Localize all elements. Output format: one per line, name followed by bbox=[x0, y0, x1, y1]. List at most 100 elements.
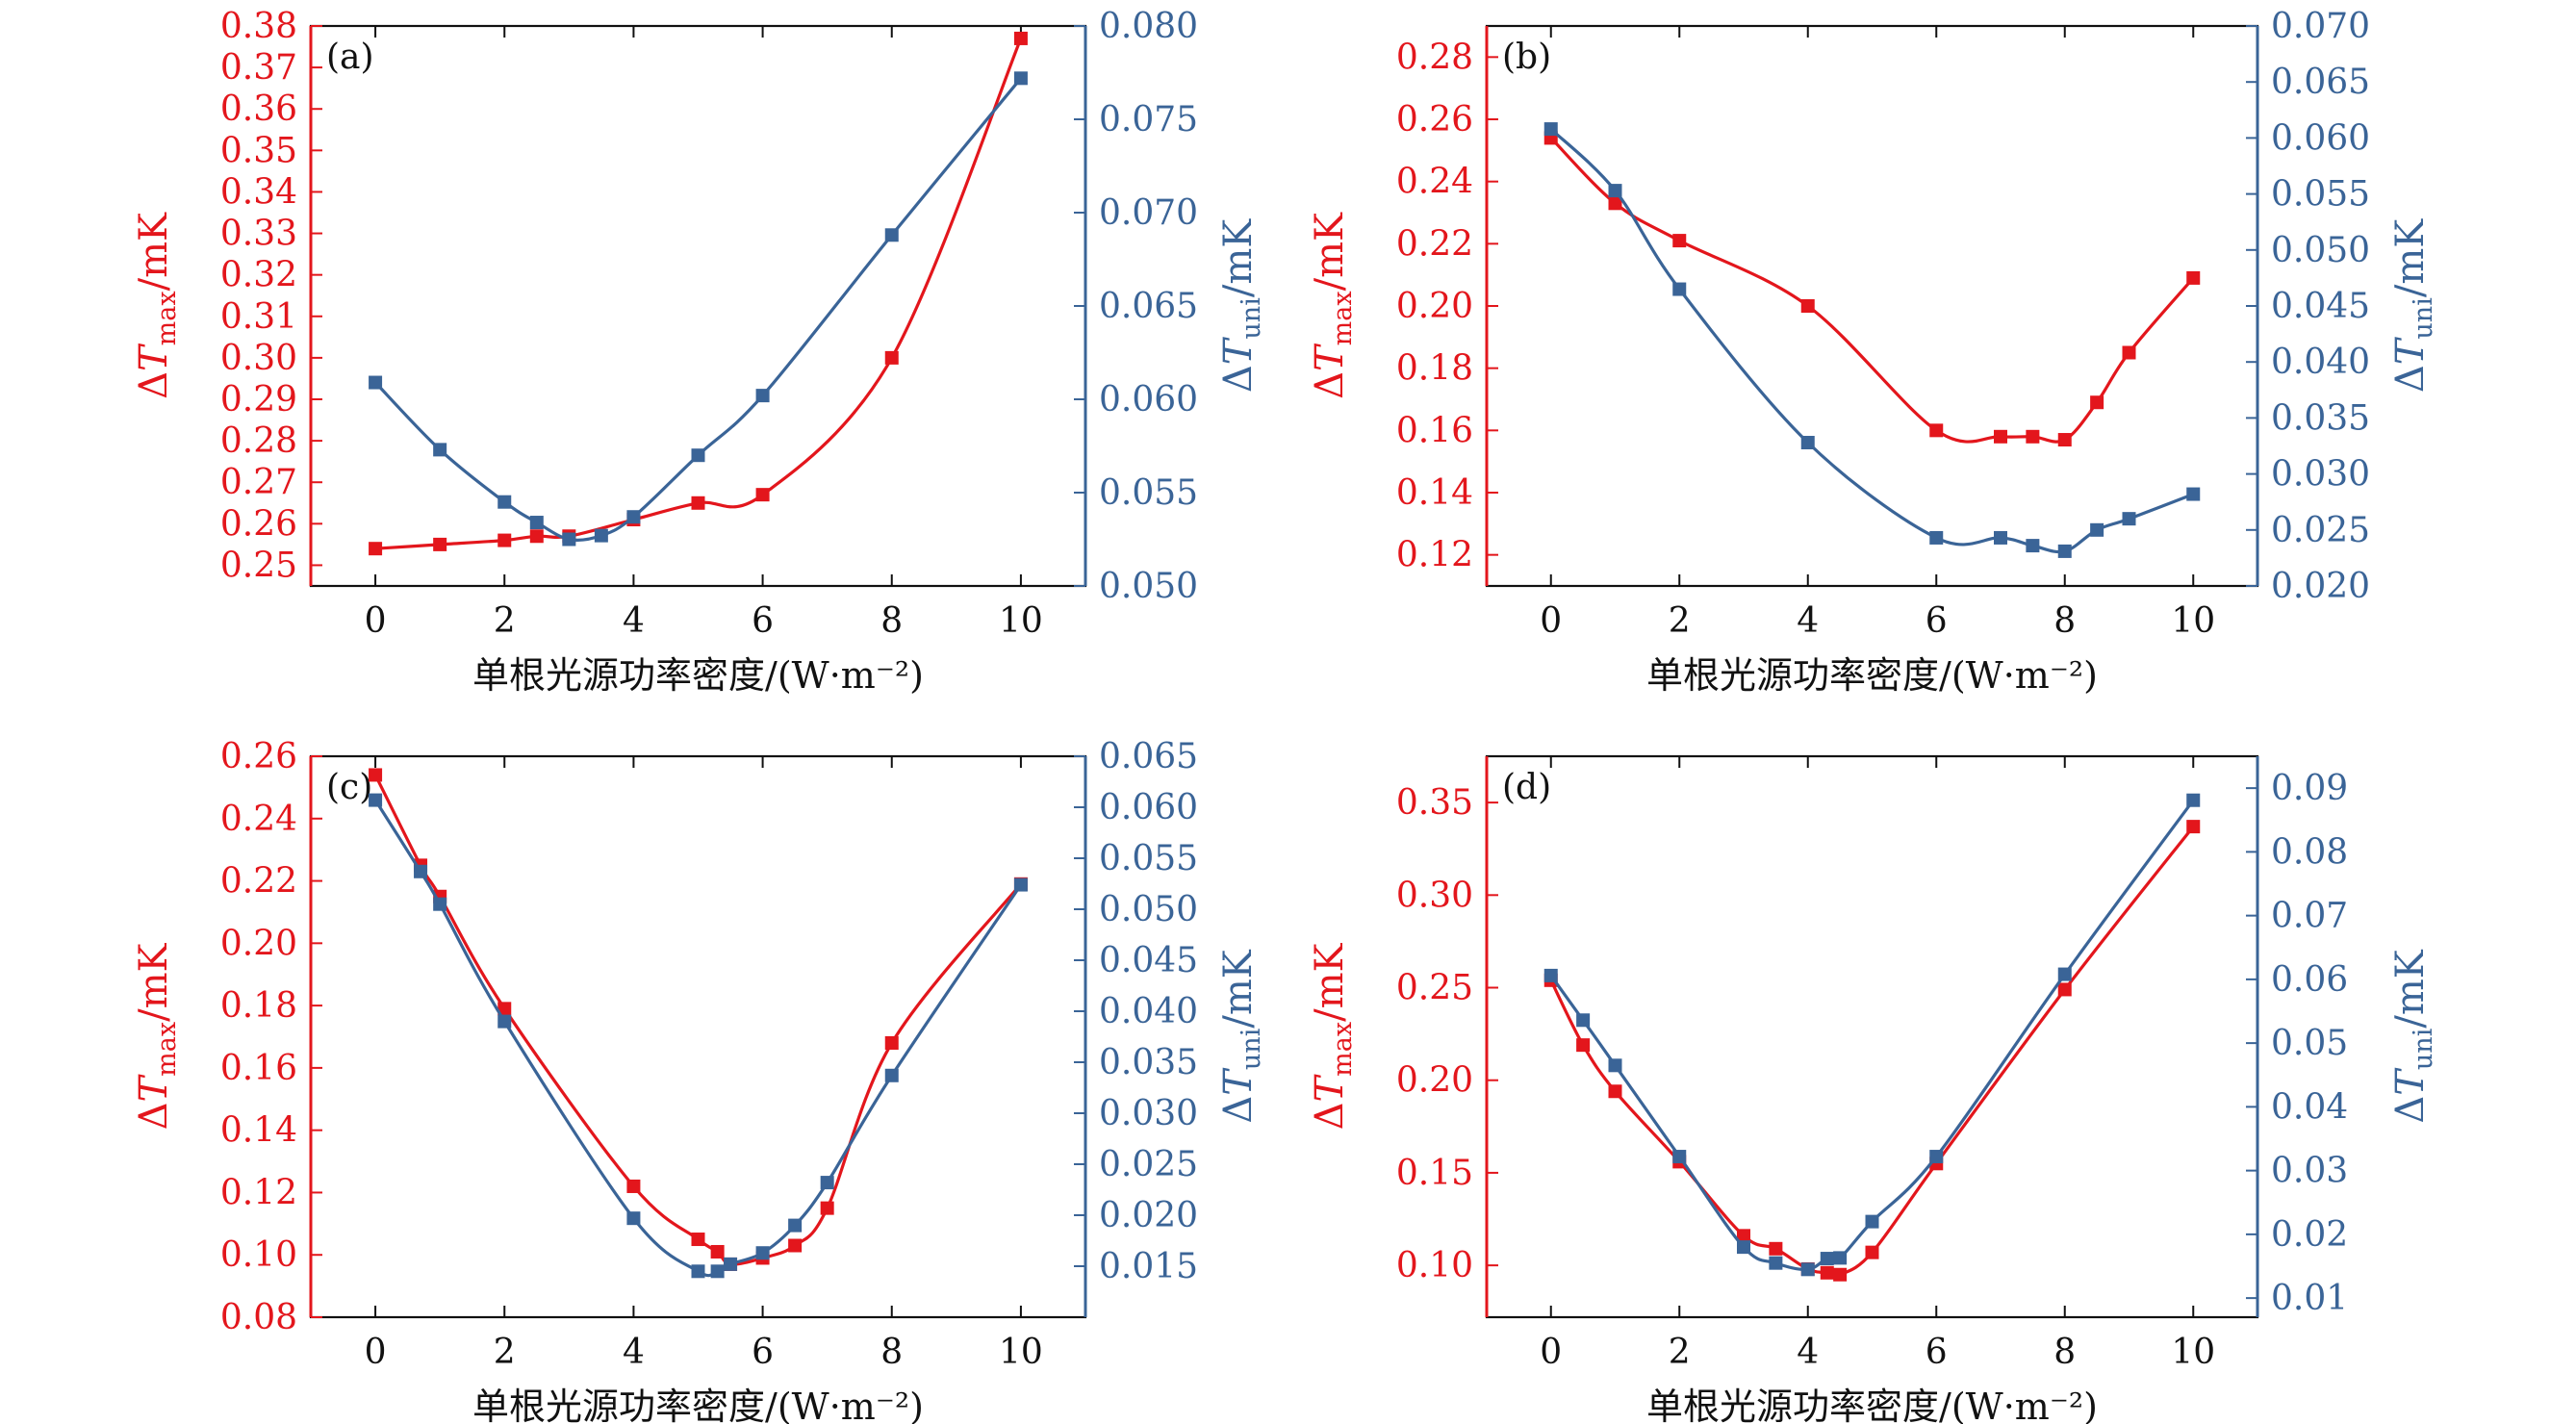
x-tick-label: 0 bbox=[365, 601, 387, 641]
data-point-max bbox=[1013, 31, 1028, 45]
right-tick-label: 0.040 bbox=[1099, 992, 1198, 1031]
left-tick-label: 0.22 bbox=[220, 862, 297, 902]
chart-panel-c: 0 2 4 6 8 10 0.08 0.10 0.12 0.14 0.16 0.18 0.20 0.22 0… bbox=[132, 737, 1266, 1424]
left-tick-label: 0.08 bbox=[220, 1298, 297, 1337]
right-tick-label: 0.055 bbox=[1099, 473, 1198, 513]
right-tick-label: 0.050 bbox=[1099, 890, 1198, 929]
left-tick-label: 0.22 bbox=[1396, 224, 1473, 264]
left-tick-label: 0.20 bbox=[1396, 287, 1473, 326]
left-tick-label: 0.28 bbox=[1396, 38, 1473, 77]
right-tick-label: 0.025 bbox=[1099, 1145, 1198, 1184]
right-tick-label: 0.050 bbox=[2271, 231, 2370, 270]
x-tick-label: 2 bbox=[494, 601, 516, 641]
right-tick-label: 0.075 bbox=[1099, 100, 1198, 140]
x-axis-title: 单根光源功率密度/(W·m⁻²) bbox=[472, 1386, 924, 1424]
data-point-uni bbox=[691, 448, 705, 463]
series-line-uni bbox=[1549, 799, 2195, 1272]
data-point-max bbox=[2026, 429, 2040, 444]
panel-label: (b) bbox=[1502, 38, 1551, 77]
data-point-uni bbox=[1672, 282, 1687, 296]
left-tick-label: 0.24 bbox=[1396, 163, 1473, 202]
left-tick-label: 0.12 bbox=[1396, 536, 1473, 575]
x-tick-label: 8 bbox=[2053, 601, 2076, 641]
data-point-uni bbox=[369, 793, 383, 807]
data-point-max bbox=[2090, 395, 2104, 410]
data-point-uni bbox=[1769, 1256, 1783, 1270]
x-tick-label: 6 bbox=[752, 601, 774, 641]
left-tick-label: 0.26 bbox=[220, 737, 297, 776]
data-point-uni bbox=[2186, 487, 2201, 501]
data-point-uni bbox=[414, 864, 428, 878]
data-point-max bbox=[884, 1035, 899, 1050]
right-tick-label: 0.035 bbox=[2271, 398, 2370, 438]
right-tick-label: 0.070 bbox=[1099, 193, 1198, 233]
left-tick-label: 0.30 bbox=[1396, 876, 1473, 915]
data-point-uni bbox=[2186, 793, 2201, 807]
series-line-max bbox=[1549, 137, 2195, 444]
data-point-uni bbox=[1013, 71, 1028, 86]
data-point-max bbox=[820, 1201, 834, 1215]
series-line-max bbox=[373, 774, 1023, 1266]
data-point-max bbox=[2186, 820, 2201, 834]
right-axis-title: ΔTuni/mK bbox=[1216, 949, 1266, 1123]
left-tick-label: 0.18 bbox=[220, 986, 297, 1026]
data-point-uni bbox=[788, 1218, 803, 1233]
x-tick-label: 10 bbox=[999, 601, 1043, 641]
data-point-uni bbox=[1543, 968, 1558, 982]
x-tick-label: 4 bbox=[1797, 601, 1819, 641]
data-point-uni bbox=[691, 1264, 705, 1279]
data-point-uni bbox=[1543, 122, 1558, 137]
panel-label: (c) bbox=[326, 768, 372, 807]
left-tick-label: 0.20 bbox=[1396, 1061, 1473, 1101]
x-tick-label: 2 bbox=[1669, 601, 1691, 641]
right-tick-label: 0.065 bbox=[1099, 287, 1198, 326]
data-point-uni bbox=[884, 1068, 899, 1082]
data-point-max bbox=[710, 1244, 725, 1259]
data-point-max bbox=[2057, 982, 2072, 997]
right-tick-label: 0.060 bbox=[2271, 118, 2370, 158]
x-tick-label: 6 bbox=[1926, 1333, 1948, 1372]
left-tick-label: 0.10 bbox=[220, 1235, 297, 1275]
left-tick-label: 0.14 bbox=[220, 1111, 297, 1151]
left-tick-label: 0.10 bbox=[1396, 1246, 1473, 1285]
x-tick-label: 10 bbox=[2171, 601, 2215, 641]
right-tick-label: 0.045 bbox=[1099, 941, 1198, 980]
right-tick-label: 0.035 bbox=[1099, 1043, 1198, 1082]
data-point-max bbox=[2057, 433, 2072, 447]
right-axis-title: ΔTuni/mK bbox=[2388, 218, 2438, 393]
left-tick-label: 0.31 bbox=[220, 297, 297, 337]
x-tick-label: 0 bbox=[1540, 1333, 1562, 1372]
data-point-uni bbox=[2122, 512, 2136, 526]
plot-frame bbox=[1485, 754, 2259, 1319]
data-point-uni bbox=[820, 1176, 834, 1190]
data-point-max bbox=[1608, 196, 1622, 211]
data-point-max bbox=[1994, 429, 2007, 444]
data-point-max bbox=[884, 350, 899, 365]
right-tick-label: 0.065 bbox=[1099, 737, 1198, 776]
data-point-uni bbox=[433, 897, 447, 911]
chart-panel-a: 0 2 4 6 8 100.250.260.270.280.290.300.310.320… bbox=[132, 7, 1266, 697]
x-tick-label: 8 bbox=[2053, 1333, 2076, 1372]
data-point-uni bbox=[755, 1246, 770, 1260]
left-tick-label: 0.34 bbox=[220, 172, 297, 212]
data-point-max bbox=[369, 542, 383, 556]
data-point-uni bbox=[2026, 539, 2040, 553]
data-point-max bbox=[497, 1002, 512, 1016]
right-tick-label: 0.020 bbox=[1099, 1196, 1198, 1235]
data-point-max bbox=[1800, 299, 1815, 313]
data-point-uni bbox=[369, 375, 383, 390]
right-tick-label: 0.060 bbox=[1099, 380, 1198, 420]
right-tick-label: 0.03 bbox=[2271, 1152, 2348, 1191]
x-tick-label: 0 bbox=[365, 1333, 387, 1372]
right-tick-label: 0.05 bbox=[2271, 1024, 2348, 1063]
data-point-uni bbox=[497, 495, 512, 509]
data-point-uni bbox=[433, 443, 447, 457]
data-point-max bbox=[788, 1238, 803, 1253]
left-tick-label: 0.26 bbox=[1396, 100, 1473, 140]
right-tick-label: 0.045 bbox=[2271, 287, 2370, 326]
right-axis-title: ΔTuni/mK bbox=[2388, 949, 2438, 1123]
data-point-uni bbox=[1929, 530, 1944, 545]
left-tick-label: 0.35 bbox=[1396, 783, 1473, 823]
right-tick-label: 0.030 bbox=[1099, 1094, 1198, 1133]
